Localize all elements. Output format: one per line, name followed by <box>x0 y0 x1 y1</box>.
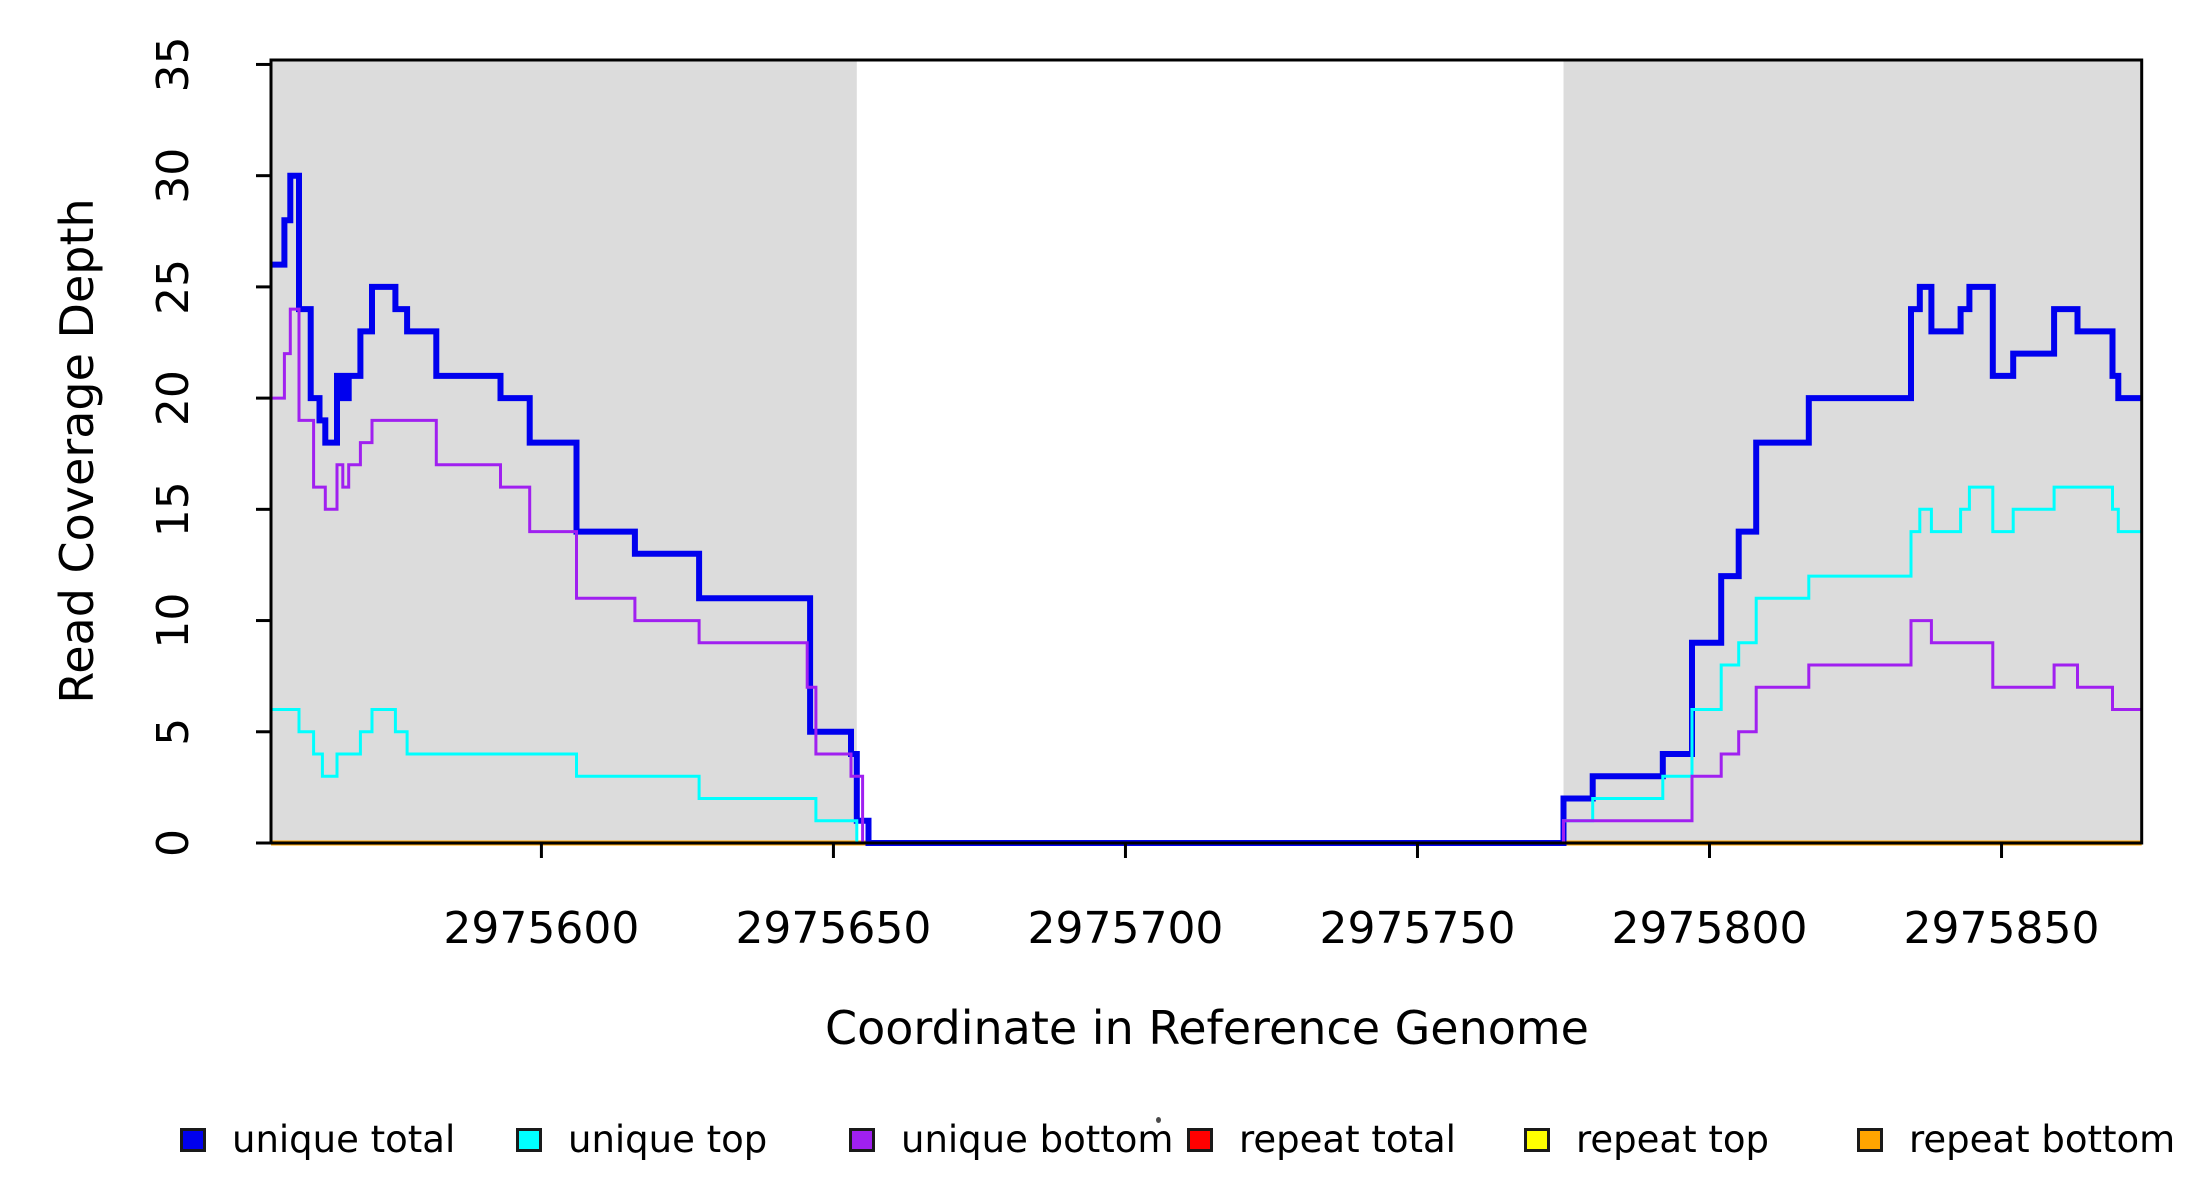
legend-swatch-repeat-bottom <box>1857 1128 1883 1152</box>
legend-swatch-repeat-top <box>1524 1128 1550 1152</box>
legend-label: repeat bottom <box>1909 1118 2176 1161</box>
series-unique-bottom <box>271 307 2142 845</box>
x-tick-label: 2975600 <box>443 903 639 954</box>
y-tick-label: 15 <box>148 481 199 537</box>
y-tick-label: 20 <box>148 370 199 426</box>
legend-item-unique-bottom: unique bottom <box>849 1118 1173 1162</box>
y-axis-title: Read Coverage Depth <box>50 198 104 704</box>
series-unique-top <box>271 485 2142 845</box>
legend-label: unique top <box>568 1118 768 1161</box>
right-mapped-region <box>1563 60 2142 843</box>
legend-item-repeat-bottom: repeat bottom <box>1857 1118 2175 1162</box>
x-tick-label: 2975750 <box>1319 903 1515 954</box>
series-unique-total <box>271 172 2142 846</box>
y-tick-label: 30 <box>148 148 199 204</box>
y-tick-label: 25 <box>148 259 199 315</box>
legend-item-repeat-top: repeat top <box>1524 1118 1769 1162</box>
legend-swatch-unique-top <box>516 1128 542 1152</box>
legend: unique total unique top unique bottom repea… <box>0 1118 2200 1168</box>
x-tick-label: 2975650 <box>735 903 931 954</box>
legend-label: unique total <box>232 1118 456 1161</box>
legend-item-unique-top: unique top <box>516 1118 767 1162</box>
legend-swatch-repeat-total <box>1187 1128 1213 1152</box>
legend-item-unique-total: unique total <box>180 1118 455 1162</box>
x-tick-label: 2975850 <box>1904 903 2100 954</box>
y-tick-label: 35 <box>148 36 199 92</box>
plot-frame <box>269 58 2144 845</box>
left-mapped-region <box>271 60 857 843</box>
legend-label: repeat total <box>1239 1118 1456 1161</box>
legend-label: repeat top <box>1576 1118 1769 1161</box>
legend-swatch-unique-bottom <box>849 1128 875 1152</box>
y-tick-label: 5 <box>148 718 199 746</box>
x-tick-label: 2975800 <box>1612 903 1808 954</box>
legend-label: unique bottom <box>901 1118 1174 1161</box>
stray-dot-artifact <box>1156 1117 1161 1123</box>
x-tick-label: 2975700 <box>1027 903 1223 954</box>
legend-swatch-unique-total <box>180 1128 206 1152</box>
x-axis-title: Coordinate in Reference Genome <box>825 1001 1589 1055</box>
legend-item-repeat-total: repeat total <box>1187 1118 1456 1162</box>
y-tick-label: 0 <box>148 829 199 857</box>
y-tick-label: 10 <box>148 593 199 649</box>
